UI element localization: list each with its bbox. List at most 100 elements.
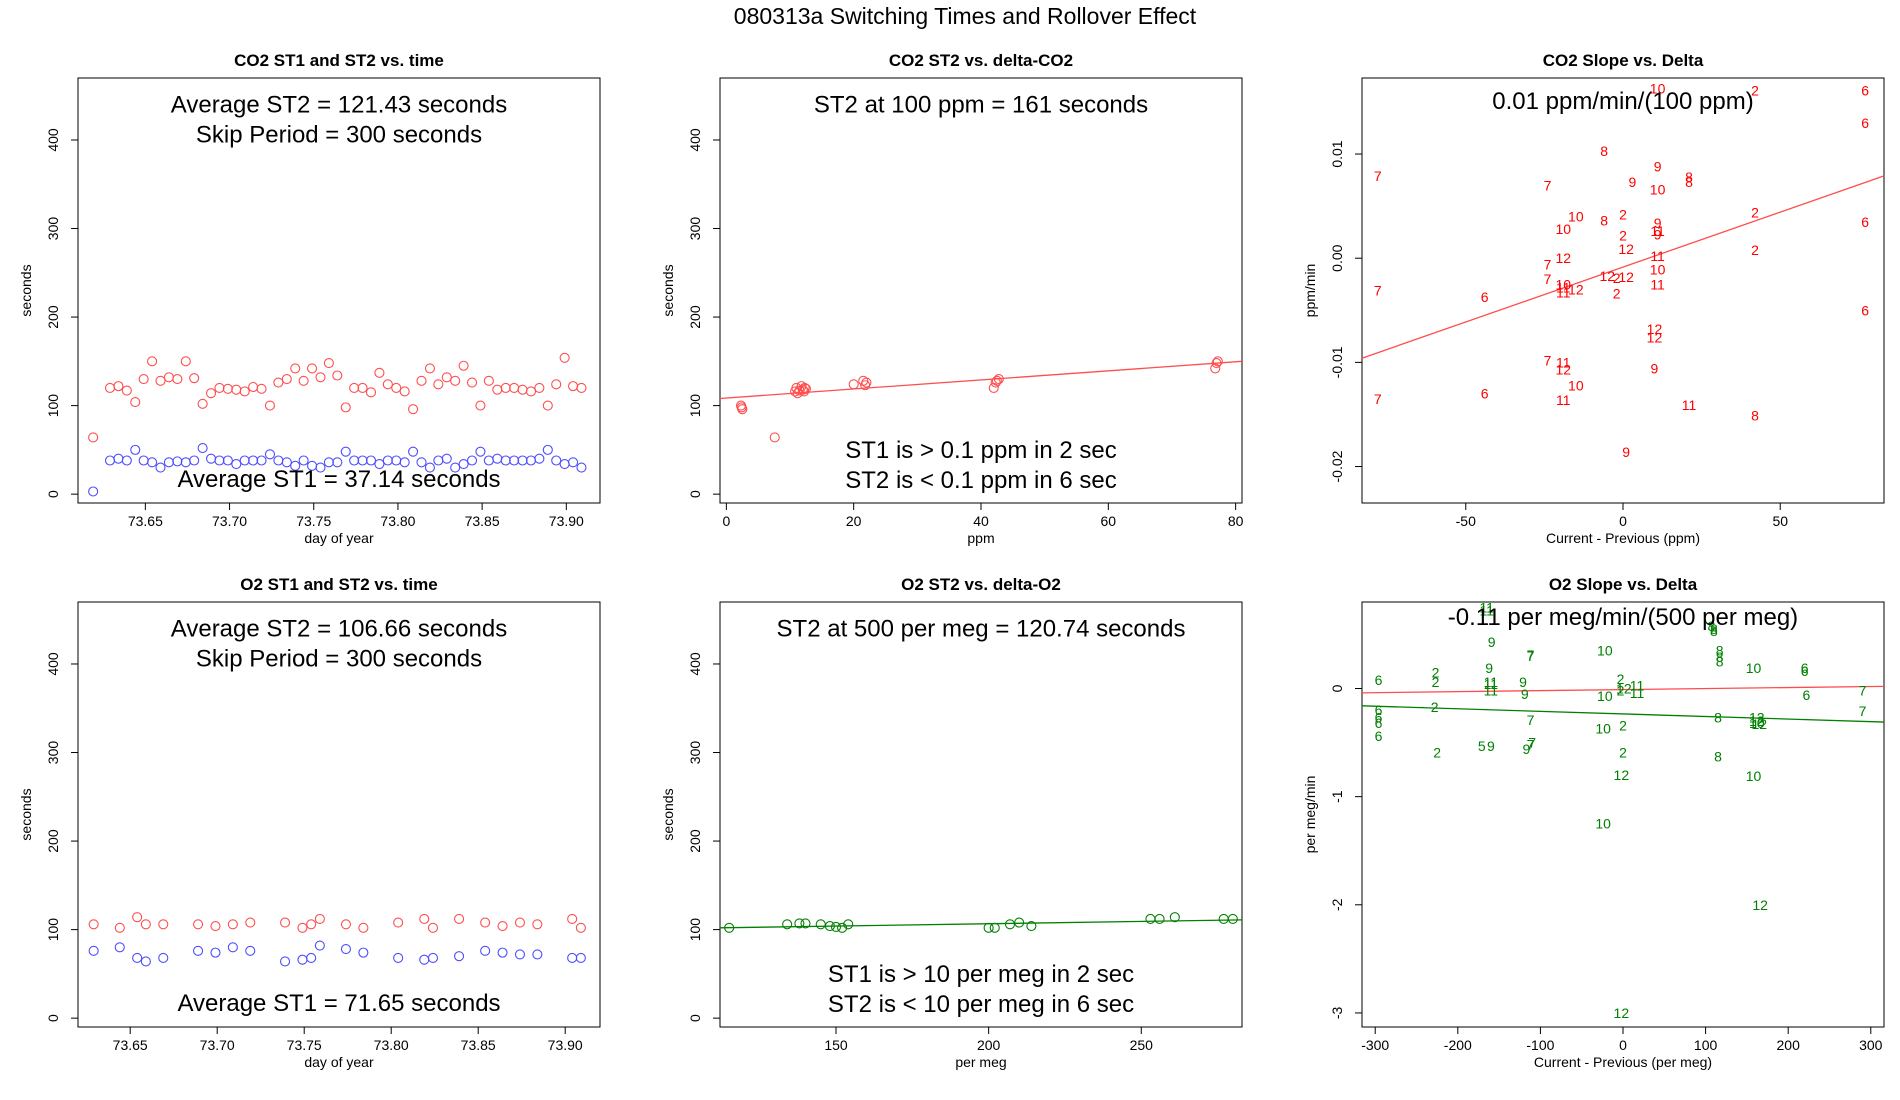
point-label: 6: [1375, 715, 1383, 731]
point-label: 6: [1375, 702, 1383, 718]
y-tick-label: -2: [1329, 898, 1345, 911]
x-tick-label: 0: [1619, 1037, 1627, 1053]
panel-o2-st2-delta: O2 ST2 vs. delta-O2 150 200 250 per meg 0 100 2…: [660, 575, 1243, 1070]
x-tick-label: 73.70: [212, 513, 247, 529]
data-point-st1: [458, 458, 469, 470]
data-point-st2: [861, 377, 872, 388]
y-tick-label: 300: [687, 741, 703, 765]
data-point-st2: [382, 379, 393, 390]
data-point-st2: [248, 381, 259, 393]
data-point-st2: [990, 377, 1001, 388]
data-point-st2: [860, 380, 871, 391]
y-tick-label: -3: [1329, 1007, 1345, 1020]
data-point-st2: [1026, 921, 1037, 932]
point-label: 11: [1556, 279, 1571, 295]
x-tick-label: 0: [1619, 513, 1627, 529]
data-point-st2: [419, 913, 430, 925]
data-point-st1: [408, 446, 419, 457]
point-label: 11: [1630, 677, 1645, 693]
data-point-st2: [113, 381, 124, 392]
data-point-st2: [281, 373, 292, 385]
data-point-st1: [323, 457, 334, 468]
data-point-st2: [514, 917, 526, 928]
y-tick-label: 300: [45, 741, 61, 765]
point-label: 11: [1479, 599, 1494, 615]
data-point-st2: [121, 385, 132, 396]
data-point-st2: [306, 919, 317, 930]
data-point-st1: [514, 949, 526, 960]
point-label: 6: [1481, 289, 1489, 305]
data-point-st2: [315, 372, 326, 383]
point-label: 11: [1484, 683, 1499, 699]
point-label: 10: [1746, 660, 1762, 676]
data-point-st2: [830, 921, 842, 932]
point-label: 11: [1479, 603, 1494, 619]
fit-line: [719, 919, 1243, 929]
data-point-st1: [575, 952, 586, 963]
x-tick-label: -300: [1361, 1037, 1389, 1053]
point-label: 2: [1751, 83, 1759, 99]
point-label: 12: [1555, 250, 1571, 266]
data-point-st2: [454, 913, 465, 925]
data-point-st2: [497, 921, 508, 932]
data-point-st2: [782, 919, 793, 930]
data-point-st2: [1014, 917, 1025, 928]
data-point-st1: [416, 457, 427, 468]
data-point-st1: [193, 945, 204, 956]
point-label: 6: [1801, 663, 1809, 679]
point-label: 2: [1617, 671, 1625, 687]
fit-line: [719, 360, 1243, 400]
point-label: 2: [1613, 270, 1621, 286]
data-point-st1: [424, 462, 435, 473]
data-point-st1: [532, 949, 543, 960]
point-label: 7: [1374, 283, 1382, 299]
panel-title: O2 ST1 and ST2 vs. time: [240, 575, 437, 594]
data-point-st1: [357, 455, 368, 466]
x-tick-label: 73.65: [113, 1037, 148, 1053]
data-point-st2: [399, 386, 410, 397]
data-point-st2: [227, 919, 238, 930]
data-point-st2: [848, 379, 859, 390]
data-point-st2: [441, 372, 452, 383]
data-point-st2: [408, 404, 419, 415]
data-point-st2: [290, 363, 301, 374]
y-tick-label: 0.00: [1329, 244, 1345, 271]
data-point-st1: [297, 954, 308, 965]
data-point-st2: [189, 373, 200, 384]
data-point-st2: [231, 384, 242, 395]
data-point-st2: [314, 913, 325, 925]
point-label: 12: [1647, 321, 1663, 337]
point-label: 11: [1650, 276, 1665, 292]
data-point-st2: [989, 922, 1000, 933]
data-point-st2: [393, 917, 404, 928]
data-point-st2: [155, 375, 166, 386]
x-tick-label: 250: [1130, 1037, 1154, 1053]
data-point-st2: [147, 356, 158, 367]
point-label: 12: [1599, 268, 1615, 284]
point-label: 6: [1375, 672, 1383, 688]
panel-o2-slope: O2 Slope vs. Delta-300 -200 -100 0 100 200 300…: [1302, 575, 1885, 1070]
annotation: ST2 at 100 ppm = 161 seconds: [814, 92, 1148, 119]
data-point-st1: [290, 460, 301, 471]
x-tick-label: 73.80: [380, 513, 415, 529]
point-label: 11: [1556, 354, 1571, 370]
data-point-st1: [227, 942, 238, 953]
data-point-st1: [222, 455, 233, 466]
y-tick-label: -0.01: [1329, 346, 1345, 378]
data-point-st1: [210, 947, 221, 958]
data-point-st1: [256, 455, 267, 466]
point-label: 7: [1374, 168, 1382, 184]
y-tick-label: 400: [687, 128, 703, 152]
point-label: 12: [1618, 241, 1634, 257]
y-tick-label: 400: [45, 652, 61, 676]
data-point-st1: [245, 945, 256, 956]
point-label: 11: [1650, 223, 1665, 239]
data-point-st1: [427, 952, 439, 963]
data-point-st1: [441, 453, 452, 464]
data-point-st2: [130, 397, 141, 408]
data-point-st2: [88, 919, 99, 930]
x-axis-label: Current - Previous (per meg): [1534, 1054, 1712, 1070]
data-point-st2: [575, 922, 586, 933]
x-tick-label: 0: [722, 513, 730, 529]
point-label: 11: [1630, 685, 1645, 701]
